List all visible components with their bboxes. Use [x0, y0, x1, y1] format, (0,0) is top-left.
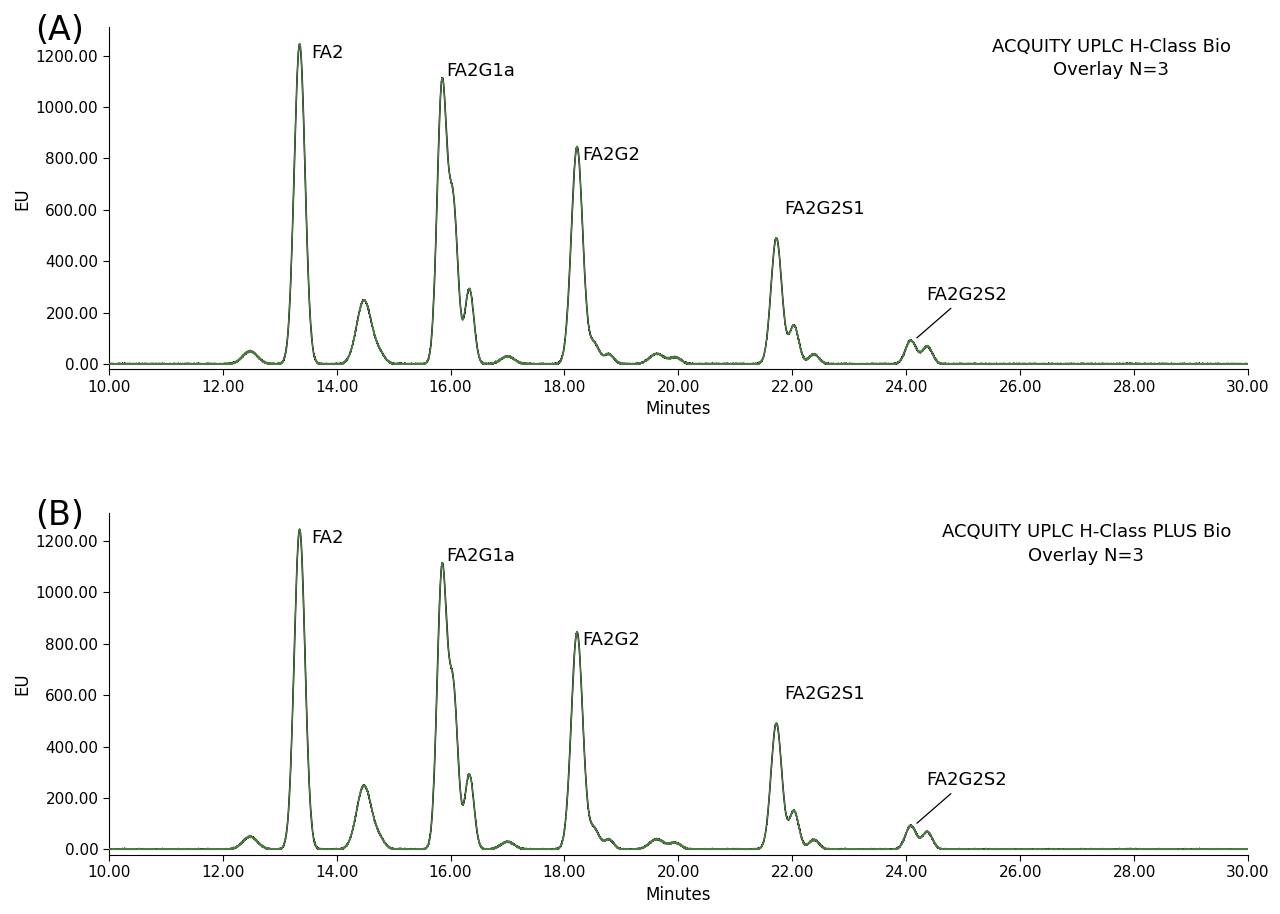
Y-axis label: EU: EU [14, 673, 32, 695]
Text: (B): (B) [35, 499, 83, 532]
Text: ACQUITY UPLC H-Class PLUS Bio
Overlay N=3: ACQUITY UPLC H-Class PLUS Bio Overlay N=… [942, 523, 1231, 565]
Text: FA2G2S2: FA2G2S2 [916, 286, 1007, 338]
Y-axis label: EU: EU [14, 187, 32, 209]
Text: FA2G1a: FA2G1a [445, 547, 515, 566]
Text: FA2G1a: FA2G1a [445, 62, 515, 80]
Text: FA2G2S2: FA2G2S2 [916, 771, 1007, 824]
Text: FA2: FA2 [311, 44, 343, 62]
Text: FA2G2S1: FA2G2S1 [783, 199, 864, 218]
Text: FA2G2S1: FA2G2S1 [783, 685, 864, 703]
Text: ACQUITY UPLC H-Class Bio
Overlay N=3: ACQUITY UPLC H-Class Bio Overlay N=3 [992, 37, 1231, 80]
Text: FA2G2: FA2G2 [582, 145, 640, 164]
X-axis label: Minutes: Minutes [645, 400, 712, 419]
Text: FA2G2: FA2G2 [582, 631, 640, 649]
X-axis label: Minutes: Minutes [645, 886, 712, 904]
Text: FA2: FA2 [311, 529, 343, 547]
Text: (A): (A) [35, 14, 83, 47]
